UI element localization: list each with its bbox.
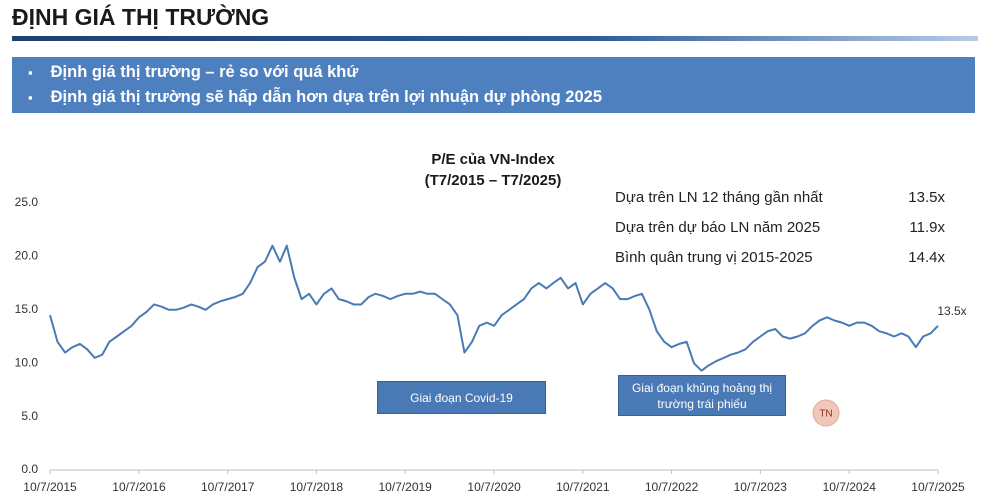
x-tick-label: 10/7/2023	[734, 480, 788, 494]
x-tick-label: 10/7/2025	[911, 480, 965, 494]
summary-label: Dựa trên dự báo LN năm 2025	[615, 219, 820, 236]
series-line	[49, 244, 939, 372]
annotation: Giai đoạn khủng hoảng thị trường trái ph…	[618, 375, 786, 416]
x-tick-label: 10/7/2020	[467, 480, 521, 494]
y-tick-label: 20.0	[15, 249, 39, 263]
annotation: Giai đoạn Covid-19	[377, 381, 546, 414]
bullet: Định giá thị trường sẽ hấp dẫn hơn dựa t…	[28, 85, 975, 110]
bullet-list: Định giá thị trường – rẻ so với quá khứ …	[12, 57, 975, 110]
summary-value: 11.9x	[909, 219, 945, 236]
title-underline	[12, 36, 978, 41]
y-tick-label: 5.0	[21, 409, 38, 423]
y-tick-label: 10.0	[15, 355, 39, 369]
slide-title: ĐỊNH GIÁ THỊ TRƯỜNG	[12, 4, 270, 30]
summary-label: Bình quân trung vị 2015-2025	[615, 249, 813, 266]
summary-value: 13.5x	[908, 189, 945, 206]
y-tick-label: 0.0	[21, 462, 38, 476]
x-tick-label: 10/7/2017	[201, 480, 255, 494]
chart-title: P/E của VN-Index	[431, 151, 555, 168]
x-tick-label: 10/7/2015	[23, 480, 77, 494]
bullet-box: Định giá thị trường – rẻ so với quá khứ …	[12, 57, 975, 113]
x-tick-label: 10/7/2021	[556, 480, 610, 494]
badge-text: TN	[819, 409, 832, 420]
summary-value: 14.4x	[908, 249, 945, 266]
x-tick-label: 10/7/2016	[112, 480, 166, 494]
badge	[812, 399, 840, 427]
bullet: Định giá thị trường – rẻ so với quá khứ	[28, 60, 975, 85]
x-tick-label: 10/7/2019	[378, 480, 432, 494]
x-tick-label: 10/7/2018	[290, 480, 344, 494]
x-tick-label: 10/7/2024	[823, 480, 877, 494]
summary-label: Dựa trên LN 12 tháng gần nhất	[615, 189, 824, 206]
chart-subtitle: (T7/2015 – T7/2025)	[425, 172, 562, 189]
end-label: 13.5x	[937, 304, 966, 318]
x-tick-label: 10/7/2022	[645, 480, 699, 494]
y-tick-label: 25.0	[15, 195, 39, 209]
y-tick-label: 15.0	[15, 302, 39, 316]
